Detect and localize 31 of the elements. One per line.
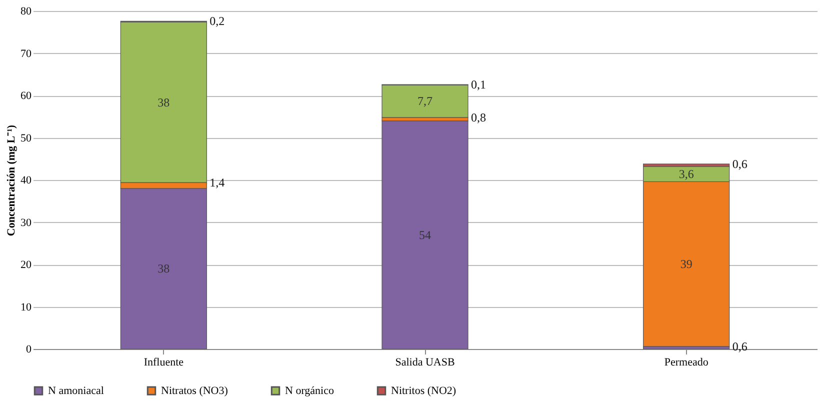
- x-tick-label: Permeado: [664, 356, 709, 368]
- data-label: 1,4: [210, 176, 225, 190]
- y-tick-label: 40: [20, 174, 32, 186]
- y-tick-label: 20: [20, 259, 32, 271]
- y-axis-title: Concentración (mg L⁻¹): [6, 124, 18, 236]
- data-label: 7,7: [418, 94, 432, 108]
- y-tick-label: 50: [20, 132, 32, 144]
- data-label: 0,6: [732, 156, 748, 171]
- x-tick-label: Influente: [144, 356, 184, 368]
- data-label: 0,2: [210, 14, 225, 28]
- data-label: 3,6: [678, 167, 694, 182]
- data-label: 54: [419, 228, 431, 242]
- data-label: 39: [680, 257, 692, 272]
- x-tick-label: Salida UASB: [395, 356, 455, 368]
- data-label: 0,1: [471, 78, 486, 92]
- y-tick-label: 60: [20, 90, 32, 102]
- data-label: 38: [158, 95, 170, 110]
- legend-label: N orgánico: [285, 384, 334, 397]
- data-label: 0,8: [471, 110, 486, 124]
- y-tick-label: 70: [20, 48, 32, 60]
- bar: [382, 120, 468, 350]
- data-label: 38: [158, 262, 170, 276]
- y-tick-label: 0: [26, 344, 32, 356]
- legend-label: Nitratos (NO3): [161, 384, 228, 397]
- data-label: 0,6: [732, 339, 748, 354]
- y-tick-label: 30: [20, 216, 32, 229]
- bar: [382, 84, 468, 118]
- y-tick-label: 80: [20, 6, 32, 18]
- legend-label: Nitritos (NO2): [391, 384, 456, 397]
- y-tick-label: 10: [20, 301, 32, 314]
- legend-label: N amoniacal: [48, 384, 104, 397]
